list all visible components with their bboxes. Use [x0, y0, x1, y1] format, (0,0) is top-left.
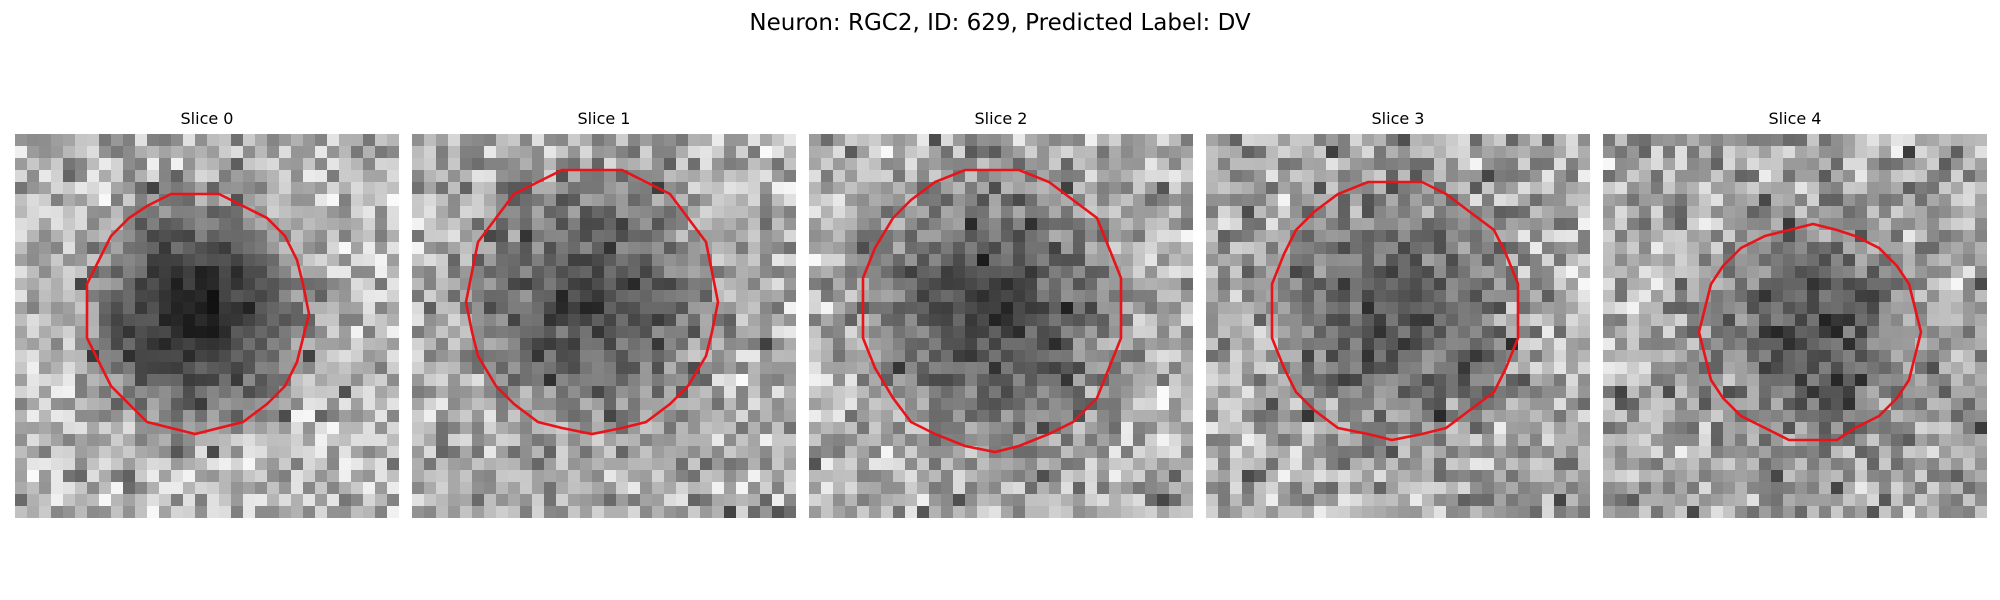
roi-outline: [1270, 180, 1520, 442]
slice-panel-0: Slice 0: [15, 108, 399, 520]
pixel-grid: [809, 134, 1193, 518]
slice-panel-2: Slice 2: [809, 108, 1193, 520]
pixel-grid: [412, 134, 796, 518]
slice-panel-1: Slice 1: [412, 108, 796, 520]
pixel-grid: [1206, 134, 1590, 518]
slice-image-1: [412, 134, 796, 518]
slice-image-2: [809, 134, 1193, 518]
slice-image-3: [1206, 134, 1590, 518]
slice-image-0: [15, 134, 399, 518]
slice-panel-4: Slice 4: [1603, 108, 1987, 520]
roi-outline: [85, 192, 311, 436]
roi-outline: [464, 168, 720, 436]
slice-panel-3: Slice 3: [1206, 108, 1590, 520]
pixel-grid: [15, 134, 399, 518]
slice-image-4: [1603, 134, 1987, 518]
slice-title-4: Slice 4: [1768, 109, 1822, 128]
roi-outline: [1697, 222, 1923, 442]
slice-title-0: Slice 0: [180, 109, 234, 128]
slice-title-1: Slice 1: [577, 109, 631, 128]
pixel-grid: [1603, 134, 1987, 518]
slice-title-3: Slice 3: [1371, 109, 1425, 128]
figure-title: Neuron: RGC2, ID: 629, Predicted Label: …: [749, 10, 1251, 36]
slice-title-2: Slice 2: [974, 109, 1028, 128]
roi-outline: [861, 168, 1123, 454]
